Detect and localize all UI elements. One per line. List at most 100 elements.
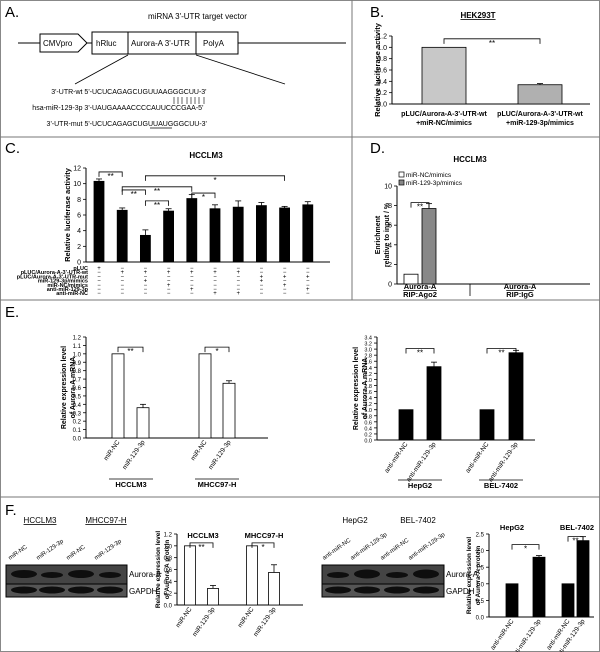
y-tick-label: 3.2	[364, 342, 372, 348]
bar	[576, 540, 590, 618]
matrix-sign: +	[283, 274, 287, 280]
legend-swatch	[398, 179, 405, 186]
matrix-sign: −	[213, 274, 217, 280]
matrix-sign: +	[144, 279, 148, 285]
sequence-alignment: 3'-UTR-wt 5'- UCUCAGAGCUGUUAAGGGCUU-3' h…	[32, 89, 207, 129]
y-tick-label: 0.1	[73, 428, 82, 434]
y-tick-label: 2.0	[364, 378, 372, 384]
blot2-gapdh-band	[354, 586, 380, 594]
blot2-gapdh-band	[413, 586, 439, 594]
y-tick-label: 0.8	[164, 556, 173, 562]
y-tick-label: 1.2	[364, 402, 372, 408]
bar	[93, 180, 105, 263]
bar	[421, 208, 437, 285]
blot2-group-1: HepG2	[342, 516, 368, 525]
bar	[479, 409, 495, 441]
y-tick-label: 1.4	[364, 396, 372, 402]
matrix-sign: −	[97, 279, 101, 285]
y-tick-label: 0.2	[73, 420, 82, 426]
matrix-row-label: miR-129-3p/mimics	[38, 279, 88, 285]
panel-label-b: B.	[370, 4, 384, 21]
matrix-sign: −	[260, 283, 264, 289]
significance-mark: **	[154, 201, 160, 210]
western-blot-1: HCCLM3 MHCC97-H miR-NC miR-129-3p miR-NC mi…	[5, 516, 162, 598]
category-label: miR-NC	[190, 439, 209, 462]
y-tick-label: 1.0	[364, 408, 372, 414]
significance-mark: **	[127, 347, 133, 356]
significance-mark: **	[498, 349, 504, 358]
matrix-sign: −	[167, 274, 171, 280]
matrix-sign: +	[190, 270, 194, 276]
y-tick-label: 0.9	[73, 361, 82, 367]
y-tick-label: 2.8	[364, 354, 372, 360]
legend-swatch	[398, 171, 405, 178]
category-label: anti-miR-129-3p	[405, 441, 438, 484]
significance-bracket	[117, 346, 144, 353]
matrix-sign: −	[97, 287, 101, 293]
group-label: MHCC97-H	[245, 531, 284, 540]
matrix-sign: −	[213, 283, 217, 289]
blot1-group-1: HCCLM3	[24, 516, 57, 525]
y-tick-label: 8	[388, 203, 392, 210]
blot1-aurora-band	[11, 570, 37, 578]
hrluc-label: hRluc	[96, 39, 116, 48]
bar	[505, 583, 519, 618]
matrix-sign: −	[213, 279, 217, 285]
category-label: pLUC/Aurora-A-3'-UTR-wt	[497, 111, 583, 118]
significance-bracket	[191, 192, 216, 199]
y-tick-label: 0.5	[476, 599, 485, 605]
y-axis-label: Relative luciferase activity	[373, 22, 382, 117]
y-tick-label: 0.8	[73, 369, 82, 375]
y-tick-label: 1.8	[364, 384, 372, 390]
bar	[279, 207, 291, 263]
y-tick-label: 1.0	[73, 352, 82, 358]
matrix-sign: +	[213, 270, 217, 276]
matrix-sign: +	[120, 270, 124, 276]
seq-mut-label: 3'-UTR-mut 5'-	[47, 121, 93, 128]
y-axis-label: relative to input / %	[384, 202, 391, 267]
y-tick-label: 1.2	[164, 533, 173, 539]
matrix-sign: −	[283, 291, 287, 297]
bar	[532, 556, 546, 618]
bar	[139, 234, 151, 263]
seq-wt-label: 3'-UTR-wt 5'-	[51, 89, 92, 96]
category-label: miR-129-3p	[121, 439, 146, 471]
seq-mut: UCUCAGAGCUGUUAUGGGCUU-3'	[92, 121, 207, 128]
y-tick-label: 2	[77, 244, 81, 251]
blot1-lane-labels: miR-NC miR-129-3p miR-NC miR-129-3p	[8, 538, 124, 561]
significance-mark: *	[524, 545, 527, 554]
matrix-sign: −	[306, 291, 310, 297]
y-tick-label: 0.4	[364, 426, 372, 432]
panel-label-c: C.	[5, 140, 20, 157]
significance-mark: **	[489, 39, 495, 48]
category-label: anti-miR-129-3p	[487, 441, 520, 484]
significance-mark: **	[572, 537, 578, 546]
y-axis-label: of Aurora-A protein	[475, 546, 482, 605]
matrix-row-label: pLUC/Aurora-A-3'-UTR-mut	[17, 274, 88, 280]
matrix-sign: −	[283, 266, 287, 272]
bar	[136, 407, 150, 439]
y-tick-label: 0	[77, 260, 81, 267]
significance-bracket	[410, 202, 430, 208]
significance-bracket	[486, 348, 517, 354]
blot2-lane-labels: anti-miR-NCanti-miR-129-3panti-miR-NCant…	[322, 532, 447, 562]
matrix-sign: −	[236, 283, 240, 289]
y-tick-label: 0	[388, 282, 392, 289]
matrix-sign: −	[283, 279, 287, 285]
blot1-row-aurora: Aurora-A	[129, 570, 162, 579]
significance-bracket	[121, 186, 193, 192]
matrix-sign: −	[120, 279, 124, 285]
significance-bracket	[251, 542, 275, 548]
y-tick-label: 0.8	[364, 414, 372, 420]
matrix-sign: −	[236, 266, 240, 272]
bar	[398, 409, 414, 441]
y-axis-label: of Aurora-A protein	[164, 540, 171, 599]
group-label: HepG2	[408, 481, 432, 490]
bar	[302, 204, 314, 263]
y-tick-label: 10	[384, 184, 392, 191]
blot2-aurora-band	[327, 572, 349, 578]
lane-label: anti-miR-NC	[380, 537, 411, 561]
matrix-sign: +	[306, 287, 310, 293]
